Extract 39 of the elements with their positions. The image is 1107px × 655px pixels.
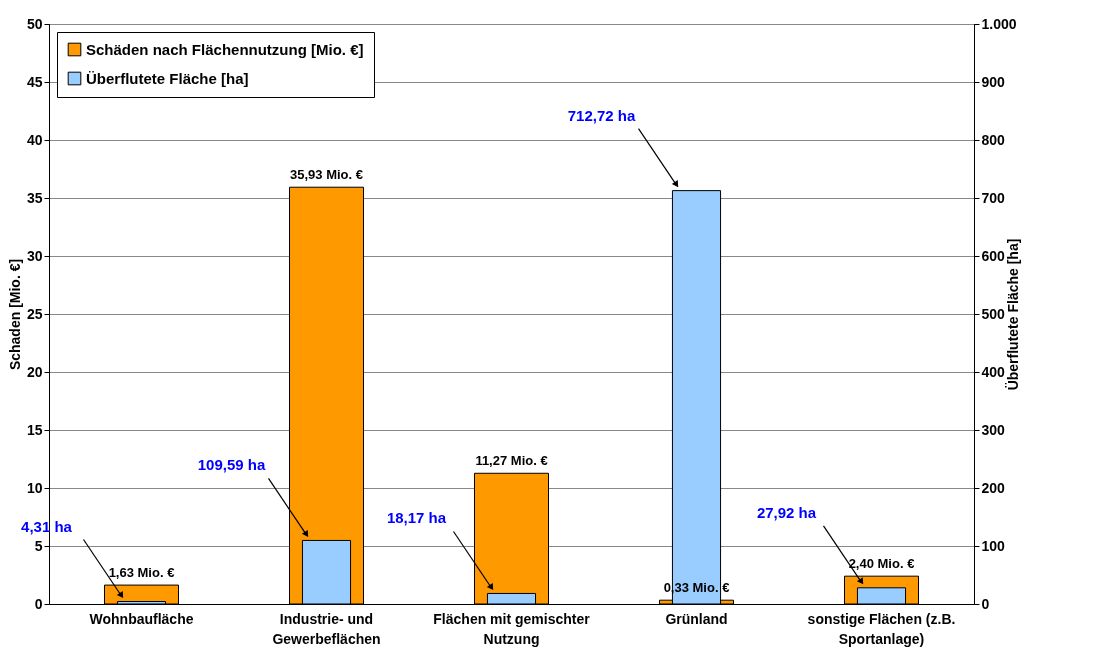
y-tick-label: 30 [26, 247, 43, 264]
x-tick-label: Flächen mit gemischter Nutzung [433, 610, 591, 647]
legend-label: Schäden nach Flächennutzung [Mio. €] [86, 40, 364, 58]
y2-tick-label: 100 [981, 537, 1006, 554]
y-tick-label: 50 [26, 15, 43, 32]
y2-tick-label: 500 [981, 305, 1006, 322]
y2-tick-label: 700 [981, 189, 1006, 206]
y2-axis-title: Überflutete Fläche [ha] [1004, 238, 1021, 391]
data-label: 712,72 ha [567, 106, 636, 124]
x-tick-label: Grünland [665, 610, 728, 627]
y2-tick-label: 200 [981, 479, 1006, 496]
y2-tick-label: 400 [981, 363, 1006, 380]
y2-tick-label: 900 [981, 73, 1006, 90]
y-tick-label: 20 [26, 363, 43, 380]
y-tick-label: 25 [26, 305, 43, 322]
data-label: 1,63 Mio. € [108, 565, 175, 581]
x-tick-label: sonstige Flächen (z.B. Sportanlage) [807, 610, 956, 647]
y-axis-title: Schaden [Mio. €] [6, 258, 23, 371]
y-tick-label: 0 [34, 595, 43, 612]
x-tick-label: Industrie- und Gewerbeflächen [272, 610, 381, 647]
data-label: 35,93 Mio. € [290, 167, 363, 183]
y2-tick-label: 300 [981, 421, 1006, 438]
data-label: 2,40 Mio. € [848, 556, 915, 572]
y2-tick-label: 800 [981, 131, 1006, 148]
legend-label: Überflutete Fläche [ha] [86, 69, 249, 87]
y-tick-label: 15 [26, 421, 43, 438]
y2-tick-label: 1.000 [981, 15, 1017, 32]
x-tick-label: Wohnbaufläche [89, 610, 194, 627]
y-tick-label: 40 [26, 131, 43, 148]
y-tick-label: 5 [34, 537, 43, 554]
data-label: 18,17 ha [386, 509, 447, 527]
y-tick-label: 10 [26, 479, 43, 496]
y2-tick-label: 600 [981, 247, 1006, 264]
y-tick-label: 45 [26, 73, 43, 90]
data-label: 109,59 ha [197, 456, 266, 474]
data-label: 11,27 Mio. € [475, 453, 548, 469]
data-label: 27,92 ha [756, 503, 817, 521]
y2-tick-label: 0 [981, 595, 990, 612]
y-tick-label: 35 [26, 189, 43, 206]
